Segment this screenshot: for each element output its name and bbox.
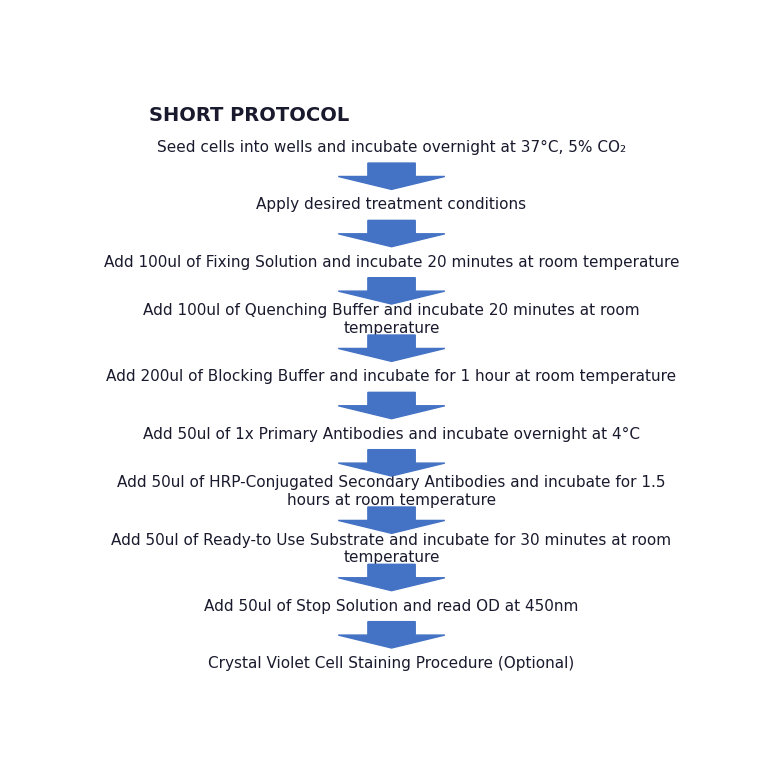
Text: Apply desired treatment conditions: Apply desired treatment conditions: [257, 197, 526, 212]
FancyArrow shape: [338, 622, 445, 648]
FancyArrow shape: [338, 335, 445, 361]
Text: SHORT PROTOCOL: SHORT PROTOCOL: [149, 106, 349, 125]
FancyArrow shape: [338, 393, 445, 419]
FancyArrow shape: [338, 507, 445, 533]
Text: Add 50ul of Stop Solution and read OD at 450nm: Add 50ul of Stop Solution and read OD at…: [204, 599, 579, 613]
Text: Add 100ul of Quenching Buffer and incubate 20 minutes at room
temperature: Add 100ul of Quenching Buffer and incuba…: [143, 303, 640, 335]
Text: Add 50ul of 1x Primary Antibodies and incubate overnight at 4°C: Add 50ul of 1x Primary Antibodies and in…: [143, 426, 640, 442]
FancyArrow shape: [338, 450, 445, 476]
FancyArrow shape: [338, 163, 445, 189]
Text: Add 50ul of Ready-to Use Substrate and incubate for 30 minutes at room
temperatu: Add 50ul of Ready-to Use Substrate and i…: [112, 533, 672, 565]
Text: Add 200ul of Blocking Buffer and incubate for 1 hour at room temperature: Add 200ul of Blocking Buffer and incubat…: [106, 369, 677, 384]
FancyArrow shape: [338, 565, 445, 591]
FancyArrow shape: [338, 220, 445, 247]
Text: Add 100ul of Fixing Solution and incubate 20 minutes at room temperature: Add 100ul of Fixing Solution and incubat…: [104, 254, 679, 270]
Text: Seed cells into wells and incubate overnight at 37°C, 5% CO₂: Seed cells into wells and incubate overn…: [157, 140, 626, 155]
Text: Crystal Violet Cell Staining Procedure (Optional): Crystal Violet Cell Staining Procedure (…: [209, 656, 575, 671]
Text: Add 50ul of HRP-Conjugated Secondary Antibodies and incubate for 1.5
hours at ro: Add 50ul of HRP-Conjugated Secondary Ant…: [118, 475, 665, 508]
FancyArrow shape: [338, 277, 445, 304]
